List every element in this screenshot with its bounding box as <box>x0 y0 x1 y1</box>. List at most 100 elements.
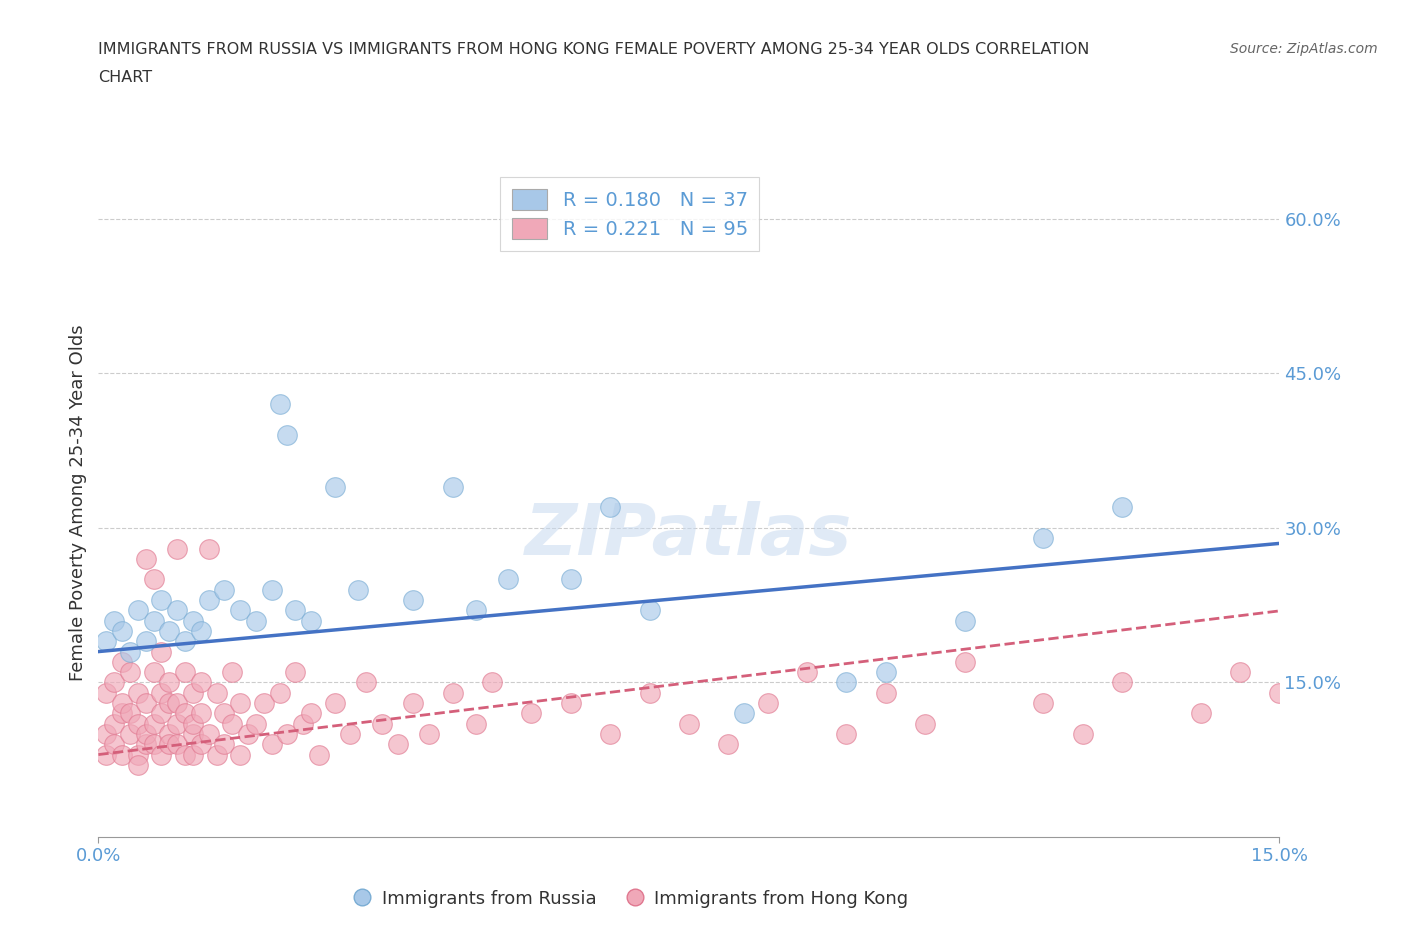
Point <box>323 696 346 711</box>
Point <box>127 603 149 618</box>
Point <box>181 613 204 628</box>
Point <box>174 706 197 721</box>
Point <box>418 726 440 741</box>
Point <box>181 716 204 731</box>
Point <box>166 737 188 751</box>
Point <box>150 592 173 607</box>
Point <box>174 665 197 680</box>
Point <box>371 716 394 731</box>
Point <box>678 716 700 731</box>
Point <box>284 665 307 680</box>
Legend: Immigrants from Russia, Immigrants from Hong Kong: Immigrants from Russia, Immigrants from … <box>344 883 915 915</box>
Point <box>174 747 197 762</box>
Point <box>197 541 219 556</box>
Point <box>638 685 661 700</box>
Point <box>253 696 276 711</box>
Point <box>1111 500 1133 515</box>
Point <box>118 665 141 680</box>
Point <box>127 685 149 700</box>
Point <box>269 397 291 412</box>
Point <box>229 696 252 711</box>
Point <box>496 572 519 587</box>
Point <box>465 716 488 731</box>
Point <box>299 613 322 628</box>
Point <box>157 623 180 638</box>
Point <box>96 634 118 649</box>
Point <box>221 716 243 731</box>
Point <box>733 706 755 721</box>
Point <box>1189 706 1212 721</box>
Point <box>142 572 165 587</box>
Point <box>174 634 197 649</box>
Point <box>142 665 165 680</box>
Point <box>465 603 488 618</box>
Point <box>284 603 307 618</box>
Point <box>481 675 503 690</box>
Point <box>142 737 165 751</box>
Point <box>276 726 298 741</box>
Point <box>127 747 149 762</box>
Point <box>157 675 180 690</box>
Point <box>236 726 259 741</box>
Point <box>292 716 315 731</box>
Point <box>229 747 252 762</box>
Point <box>520 706 543 721</box>
Point <box>190 706 212 721</box>
Point <box>796 665 818 680</box>
Point <box>638 603 661 618</box>
Point <box>103 737 125 751</box>
Point <box>229 603 252 618</box>
Point <box>135 634 157 649</box>
Point <box>441 479 464 494</box>
Point <box>953 613 976 628</box>
Point <box>214 582 236 597</box>
Point <box>157 737 180 751</box>
Point <box>142 613 165 628</box>
Point <box>96 747 118 762</box>
Point <box>599 500 621 515</box>
Point <box>157 696 180 711</box>
Point <box>214 706 236 721</box>
Point <box>276 428 298 443</box>
Point <box>560 696 582 711</box>
Point <box>157 726 180 741</box>
Point <box>308 747 330 762</box>
Point <box>339 726 361 741</box>
Point <box>103 675 125 690</box>
Point <box>1268 685 1291 700</box>
Point <box>150 747 173 762</box>
Point <box>181 685 204 700</box>
Point <box>142 716 165 731</box>
Point <box>245 613 267 628</box>
Point <box>354 675 377 690</box>
Point <box>111 655 134 670</box>
Point <box>441 685 464 700</box>
Point <box>1071 726 1094 741</box>
Text: CHART: CHART <box>98 70 152 85</box>
Point <box>111 623 134 638</box>
Point <box>127 716 149 731</box>
Point <box>103 613 125 628</box>
Point <box>347 582 370 597</box>
Point <box>214 737 236 751</box>
Text: Source: ZipAtlas.com: Source: ZipAtlas.com <box>1230 42 1378 56</box>
Point <box>914 716 936 731</box>
Point <box>835 726 858 741</box>
Point <box>181 726 204 741</box>
Point <box>756 696 779 711</box>
Point <box>118 644 141 659</box>
Y-axis label: Female Poverty Among 25-34 Year Olds: Female Poverty Among 25-34 Year Olds <box>69 324 87 681</box>
Point <box>150 685 173 700</box>
Text: ZIPatlas: ZIPatlas <box>526 501 852 570</box>
Point <box>135 737 157 751</box>
Point <box>118 726 141 741</box>
Point <box>1111 675 1133 690</box>
Point <box>1032 531 1054 546</box>
Point <box>181 747 204 762</box>
Point <box>135 696 157 711</box>
Text: IMMIGRANTS FROM RUSSIA VS IMMIGRANTS FROM HONG KONG FEMALE POVERTY AMONG 25-34 Y: IMMIGRANTS FROM RUSSIA VS IMMIGRANTS FRO… <box>98 42 1090 57</box>
Point <box>103 716 125 731</box>
Point <box>111 747 134 762</box>
Point <box>166 603 188 618</box>
Point <box>190 737 212 751</box>
